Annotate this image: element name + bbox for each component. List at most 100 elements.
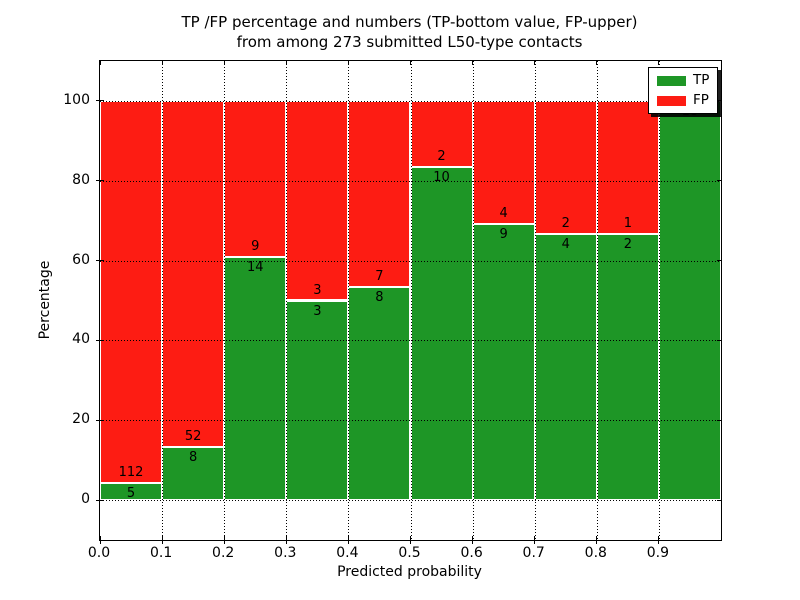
x-gridline xyxy=(472,61,474,540)
x-tick-label: 0.1 xyxy=(149,545,173,561)
legend-label-tp: TP xyxy=(693,72,710,88)
bar-fp-segment xyxy=(472,100,535,224)
x-gridline xyxy=(658,61,660,540)
x-tick-label: 0.9 xyxy=(646,545,670,561)
bar-tp-count-label: 4 xyxy=(561,236,570,252)
bar-fp-count-label: 9 xyxy=(251,239,260,255)
bar-fp-segment xyxy=(224,100,287,258)
x-tick-bottom xyxy=(347,536,349,544)
y-tick-right xyxy=(717,419,721,421)
legend-entry-fp: FP xyxy=(657,93,709,108)
bar-fp-count-label: 4 xyxy=(499,205,508,221)
y-tick-left xyxy=(96,499,104,501)
bar-fp-count-label: 2 xyxy=(561,215,570,231)
y-tick-label: 80 xyxy=(72,171,90,188)
bar-tp-segment xyxy=(534,233,597,501)
x-tick-top xyxy=(99,61,101,65)
y-tick-right xyxy=(717,100,721,102)
x-gridline xyxy=(596,61,598,540)
bar-fp-segment xyxy=(348,100,411,288)
x-gridline xyxy=(286,61,288,540)
bar-tp-segment xyxy=(286,300,349,501)
x-tick-bottom xyxy=(285,536,287,544)
bar-fp-segment xyxy=(596,100,659,234)
y-tick-label: 40 xyxy=(72,331,90,348)
legend-label-fp: FP xyxy=(693,92,709,108)
y-tick-label: 0 xyxy=(81,491,90,508)
bar-fp-segment xyxy=(162,100,225,447)
bar-tp-count-label: 8 xyxy=(375,290,384,306)
x-gridline xyxy=(534,61,536,540)
bar-tp-segment xyxy=(658,100,721,501)
y-tick-label: 60 xyxy=(72,251,90,268)
fp-swatch-icon xyxy=(657,95,686,106)
x-tick-label: 0.4 xyxy=(336,545,359,561)
y-tick-right xyxy=(717,180,721,182)
x-gridline xyxy=(162,61,164,540)
x-tick-label: 0.7 xyxy=(522,545,545,561)
x-tick-top xyxy=(347,61,349,65)
bar-tp-segment xyxy=(472,223,535,501)
bar-fp-count-label: 7 xyxy=(375,269,384,285)
bar-tp-count-label: 10 xyxy=(433,170,450,186)
y-tick-label: 20 xyxy=(72,411,90,428)
bar-tp-segment xyxy=(596,233,659,501)
bar-tp-count-label: 14 xyxy=(246,260,264,276)
x-tick-bottom xyxy=(99,536,101,544)
x-tick-top xyxy=(534,61,536,65)
x-tick-bottom xyxy=(472,536,474,544)
x-tick-top xyxy=(223,61,225,65)
x-tick-bottom xyxy=(596,536,598,544)
tp-swatch-icon xyxy=(657,75,686,86)
x-gridline xyxy=(224,61,226,540)
bar-tp-segment xyxy=(410,167,473,501)
y-tick-left xyxy=(96,260,104,262)
bar-tp-segment xyxy=(100,483,163,501)
bar-fp-segment xyxy=(410,100,473,168)
x-tick-label: 0.2 xyxy=(212,545,235,561)
bar-tp-count-label: 2 xyxy=(623,236,632,252)
bar-tp-segment xyxy=(348,287,411,501)
bar-fp-count-label: 3 xyxy=(313,282,322,298)
x-gridline xyxy=(410,61,412,540)
y-tick-left xyxy=(96,180,104,182)
legend-entry-tp: TP xyxy=(657,73,709,88)
x-tick-label: 0.8 xyxy=(584,545,607,561)
y-tick-label: 100 xyxy=(63,91,90,108)
x-tick-top xyxy=(161,61,163,65)
bar-tp-segment xyxy=(224,257,287,501)
bar-tp-count-label: 3 xyxy=(313,303,322,319)
y-tick-right xyxy=(717,260,721,262)
y-tick-left xyxy=(96,100,104,102)
x-tick-bottom xyxy=(658,536,660,544)
bar-tp-count-label: 8 xyxy=(189,449,198,465)
bar-tp-count-label: 9 xyxy=(499,226,508,242)
bar-fp-count-label: 112 xyxy=(118,465,144,481)
x-tick-top xyxy=(285,61,287,65)
x-tick-label: 0.3 xyxy=(274,545,297,561)
chart-title: TP /FP percentage and numbers (TP-bottom… xyxy=(99,12,720,52)
x-tick-label: 0.6 xyxy=(460,545,483,561)
x-tick-top xyxy=(410,61,411,65)
x-tick-label: 0.0 xyxy=(87,545,111,561)
chart-title-line1: TP /FP percentage and numbers (TP-bottom… xyxy=(181,13,638,31)
bar-fp-count-label: 1 xyxy=(623,215,632,231)
plot-area: 11255289143378210492412018TPFP xyxy=(96,60,722,544)
x-tick-top xyxy=(472,61,474,65)
bar-tp-segment xyxy=(162,446,225,501)
bar-fp-count-label: 2 xyxy=(437,149,446,165)
y-tick-left xyxy=(96,339,104,341)
bar-fp-segment xyxy=(286,100,349,301)
y-tick-right xyxy=(717,499,721,501)
bar-fp-segment xyxy=(534,100,597,234)
x-gridline xyxy=(348,61,350,540)
bar-tp-count-label: 5 xyxy=(126,486,136,502)
y-axis-label: Percentage xyxy=(37,260,53,340)
x-tick-bottom xyxy=(534,536,536,544)
x-tick-label: 0.5 xyxy=(398,545,421,561)
x-tick-top xyxy=(596,61,598,65)
x-axis-label: Predicted probability xyxy=(337,564,482,580)
x-tick-top xyxy=(658,61,660,65)
bar-fp-segment xyxy=(100,100,163,483)
